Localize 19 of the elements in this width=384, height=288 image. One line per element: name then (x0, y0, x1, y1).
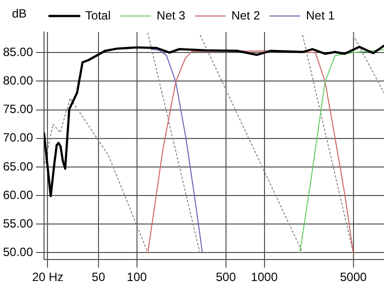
legend-label: Net 3 (156, 8, 186, 22)
legend-label: Total (85, 8, 111, 22)
y-tick-label: 50.00 (3, 245, 34, 260)
y-tick-label: 85.00 (3, 44, 34, 59)
legend-label: Net 1 (306, 8, 336, 22)
x-tick-label: 50 (92, 270, 106, 284)
y-tick-label: 80.00 (3, 73, 34, 88)
x-tick-label: 100 (126, 270, 148, 284)
legend-label: Net 2 (231, 8, 260, 22)
x-tick-label: 20 Hz (32, 270, 64, 284)
y-tick-label: 75.00 (3, 102, 34, 116)
y-tick-label: 65.00 (3, 159, 34, 174)
y-tick-label: 55.00 (3, 216, 34, 230)
x-tick-label: 1000 (250, 270, 278, 284)
x-tick-label: 500 (216, 270, 236, 284)
y-tick-label: 70.00 (3, 130, 34, 145)
y-axis-title: dB (12, 6, 27, 20)
x-tick-label: 5000 (340, 270, 368, 284)
y-tick-label: 60.00 (3, 188, 34, 202)
